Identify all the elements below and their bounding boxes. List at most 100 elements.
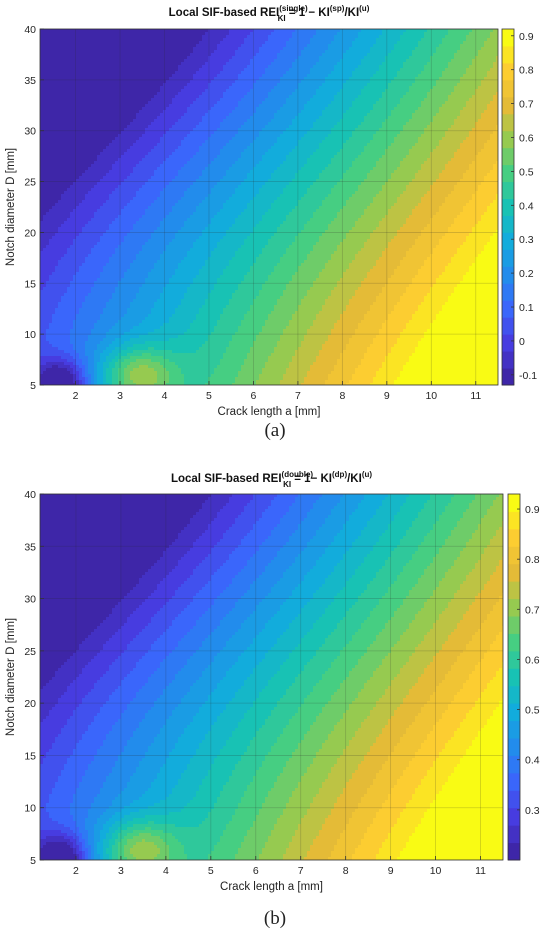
contour-cell (139, 86, 143, 90)
contour-cell (139, 170, 143, 174)
contour-cell (148, 41, 152, 45)
contour-cell (70, 287, 74, 291)
contour-cell (97, 374, 101, 378)
contour-cell (58, 314, 62, 318)
contour-cell (118, 68, 122, 72)
contour-cell (130, 110, 134, 114)
contour-cell (85, 359, 89, 363)
contour-cell (58, 362, 62, 366)
contour-cell (85, 254, 89, 258)
contour-cell (97, 224, 101, 228)
contour-cell (130, 185, 134, 189)
contour-cell (85, 287, 89, 291)
contour-cell (49, 125, 53, 129)
contour-cell (55, 107, 59, 111)
contour-cell (112, 242, 116, 246)
contour-cell (160, 230, 164, 234)
contour-cell (163, 272, 167, 276)
contour-cell (115, 167, 119, 171)
contour-cell (142, 203, 146, 207)
contour-cell (139, 239, 143, 243)
contour-cell (163, 260, 167, 264)
contour-cell (115, 68, 119, 72)
contour-cell (142, 62, 146, 66)
contour-cell (61, 197, 65, 201)
contour-cell (91, 206, 95, 210)
contour-cell (82, 149, 86, 153)
contour-cell (136, 362, 140, 366)
contour-cell (157, 50, 161, 54)
contour-cell (100, 257, 104, 261)
contour-cell (109, 110, 113, 114)
contour-cell (118, 152, 122, 156)
contour-cell (67, 131, 71, 135)
contour-cell (73, 293, 77, 297)
contour-cell (103, 182, 107, 186)
contour-cell (49, 71, 53, 75)
contour-cell (94, 137, 98, 141)
contour-cell (133, 317, 137, 321)
contour-cell (112, 65, 116, 69)
contour-cell (91, 182, 95, 186)
contour-cell (49, 122, 53, 126)
contour-cell (73, 44, 77, 48)
contour-cell (130, 65, 134, 69)
contour-cell (160, 44, 164, 48)
contour-cell (157, 227, 161, 231)
contour-cell (55, 125, 59, 129)
contour-cell (154, 158, 158, 162)
contour-cell (139, 104, 143, 108)
contour-cell (124, 53, 128, 57)
contour-cell (157, 59, 161, 63)
contour-cell (85, 317, 89, 321)
contour-cell (82, 140, 86, 144)
contour-cell (52, 266, 56, 270)
contour-cell (82, 284, 86, 288)
contour-cell (139, 38, 143, 42)
contour-cell (145, 371, 149, 375)
contour-cell (55, 197, 59, 201)
contour-cell (115, 80, 119, 84)
contour-cell (70, 65, 74, 69)
contour-cell (130, 347, 134, 351)
contour-cell (67, 194, 71, 198)
contour-cell (91, 338, 95, 342)
contour-cell (49, 35, 53, 39)
contour-cell (148, 116, 152, 120)
contour-cell (124, 356, 128, 360)
contour-cell (46, 89, 50, 93)
contour-cell (115, 299, 119, 303)
contour-cell (124, 197, 128, 201)
contour-cell (151, 305, 155, 309)
contour-cell (151, 356, 155, 360)
contour-cell (94, 131, 98, 135)
contour-cell (73, 320, 77, 324)
contour-cell (145, 329, 149, 333)
contour-cell (157, 329, 161, 333)
contour-cell (55, 299, 59, 303)
contour-cell (154, 248, 158, 252)
contour-cell (124, 188, 128, 192)
contour-cell (106, 74, 110, 78)
contour-cell (136, 107, 140, 111)
contour-cell (148, 278, 152, 282)
contour-cell (49, 53, 53, 57)
contour-cell (58, 299, 62, 303)
contour-cell (115, 77, 119, 81)
contour-cell (157, 302, 161, 306)
contour-cell (91, 329, 95, 333)
contour-cell (49, 47, 53, 51)
contour-cell (100, 299, 104, 303)
contour-cell (160, 95, 164, 99)
contour-cell (112, 272, 116, 276)
contour-cell (112, 170, 116, 174)
contour-cell (46, 329, 50, 333)
contour-cell (61, 287, 65, 291)
contour-cell (79, 113, 83, 117)
contour-cell (79, 137, 83, 141)
contour-cell (157, 254, 161, 258)
contour-cell (64, 305, 68, 309)
contour-cell (88, 194, 92, 198)
contour-cell (43, 224, 47, 228)
contour-cell (145, 257, 149, 261)
